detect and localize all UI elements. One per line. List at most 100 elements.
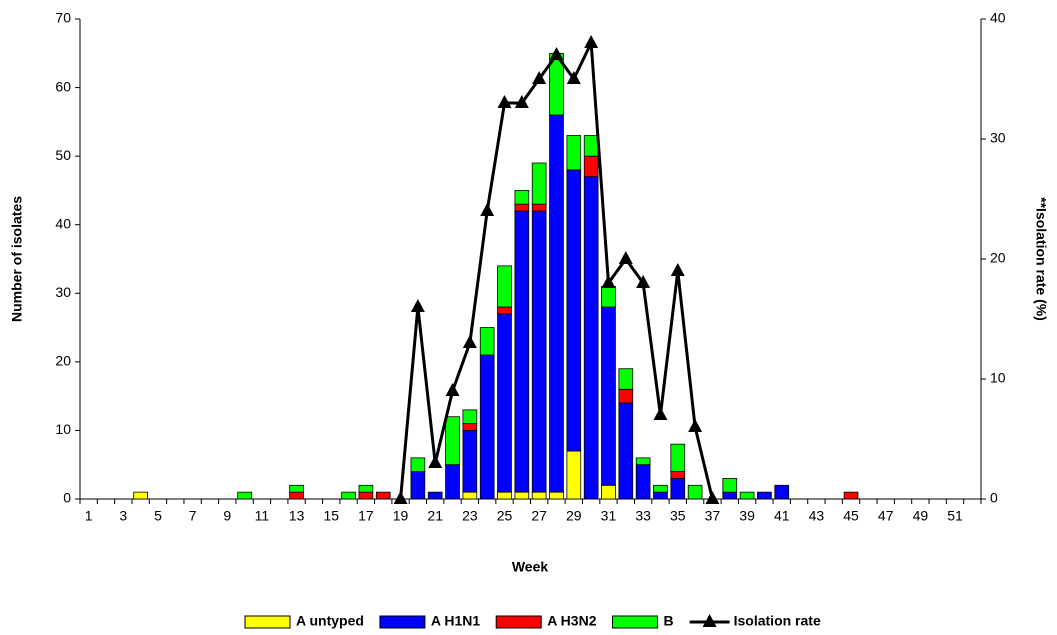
bar-segment	[618, 368, 634, 390]
bar-segment	[445, 464, 460, 500]
x-tick-label: 43	[809, 508, 825, 524]
y-tick-label: 0	[63, 490, 71, 506]
bar-segment	[653, 484, 668, 493]
bar-segment	[514, 210, 530, 493]
bar-segment	[722, 478, 738, 493]
rate-marker	[636, 275, 651, 288]
bar-segment	[549, 491, 564, 500]
bar-segment	[739, 491, 755, 500]
bar-segment	[583, 176, 599, 500]
rate-marker	[514, 95, 529, 108]
x-tick-label: 49	[913, 508, 929, 524]
legend-swatch	[379, 615, 426, 629]
x-tick-label: 15	[323, 508, 339, 524]
bar-segment	[601, 286, 616, 308]
y-tick-label: 50	[55, 147, 71, 163]
legend: A untyped A H1N1 A H3N2 B Isolation rate	[244, 613, 821, 629]
bar-segment	[514, 203, 530, 212]
bar-segment	[583, 155, 599, 178]
bar-segment	[531, 210, 547, 493]
x-tick-label: 47	[878, 508, 894, 524]
y2-tick-label: 30	[990, 130, 1006, 146]
y-tick-label: 30	[55, 284, 71, 300]
x-tick-label: 33	[635, 508, 651, 524]
y-tick-label: 70	[55, 10, 71, 26]
rate-marker	[618, 251, 633, 264]
legend-label: A H3N2	[547, 613, 596, 629]
bar-segment	[497, 265, 512, 308]
bar-segment	[341, 491, 356, 500]
x-tick-label: 21	[427, 508, 443, 524]
bar-segment	[670, 471, 686, 479]
x-tick-label: 17	[358, 508, 374, 524]
rate-marker	[653, 407, 668, 420]
rate-marker	[480, 203, 495, 216]
x-tick-label: 29	[566, 508, 582, 524]
y-tick-label: 20	[55, 353, 71, 369]
x-tick-label: 9	[223, 508, 231, 524]
rate-marker	[566, 71, 581, 84]
y-axis-title: Number of isolates	[9, 196, 25, 322]
x-tick-label: 7	[189, 508, 197, 524]
x-tick-label: 51	[947, 508, 963, 524]
rate-marker	[584, 35, 599, 48]
rate-marker	[705, 491, 720, 504]
rate-marker	[462, 335, 477, 348]
legend-marker	[702, 614, 717, 627]
x-tick-label: 5	[154, 508, 162, 524]
y2-tick-label: 20	[990, 250, 1006, 266]
legend-label: B	[663, 613, 673, 629]
bar-segment	[514, 190, 530, 205]
legend-label: A H1N1	[431, 613, 480, 629]
y2-tick-label: 0	[990, 490, 998, 506]
bar-segment	[549, 114, 564, 493]
x-tick-label: 11	[255, 508, 270, 524]
legend-swatch	[244, 615, 291, 629]
bar-segment	[497, 306, 512, 315]
bar-segment	[427, 491, 443, 500]
bar-segment	[687, 484, 703, 500]
bar-segment	[358, 484, 374, 493]
bar-segment	[566, 169, 582, 452]
x-tick-label: 1	[85, 508, 93, 524]
x-tick-label: 37	[705, 508, 721, 524]
legend-swatch	[611, 615, 658, 629]
bar-segment	[531, 203, 547, 212]
bar-segment	[462, 423, 478, 431]
bar-segment	[670, 443, 686, 472]
bar-segment	[635, 464, 651, 500]
bar-segment	[618, 388, 634, 404]
x-tick-label: 25	[497, 508, 513, 524]
x-tick-label: 27	[531, 508, 547, 524]
rate-marker	[445, 383, 460, 396]
rate-marker	[393, 491, 408, 504]
y-tick-label: 60	[55, 78, 71, 94]
bar-segment	[462, 430, 478, 493]
legend-label: Isolation rate	[734, 613, 821, 629]
bar-segment	[237, 491, 252, 500]
x-tick-label: 13	[289, 508, 305, 524]
bar-segment	[462, 409, 478, 424]
rate-marker	[670, 263, 685, 276]
bar-segment	[497, 491, 512, 500]
legend-label: A untyped	[296, 613, 364, 629]
bar-segment	[479, 354, 495, 500]
x-tick-label: 35	[670, 508, 686, 524]
bar-segment	[514, 491, 530, 500]
bar-segment	[653, 491, 668, 500]
y-tick-label: 40	[55, 215, 71, 231]
bar-segment	[722, 491, 738, 500]
bar-segment	[843, 491, 859, 500]
bar-segment	[289, 491, 304, 500]
rate-marker	[497, 95, 512, 108]
bar-segment	[289, 484, 304, 493]
y2-axis-title: **Isolation rate (%)	[1033, 197, 1049, 321]
bar-segment	[479, 327, 495, 356]
bar-segment	[635, 457, 651, 466]
x-tick-label: 45	[843, 508, 859, 524]
y2-tick-label: 40	[990, 10, 1006, 26]
bar-segment	[531, 491, 547, 500]
bar-segment	[757, 491, 772, 500]
rate-marker	[549, 47, 564, 60]
y-tick-label: 10	[55, 421, 71, 437]
